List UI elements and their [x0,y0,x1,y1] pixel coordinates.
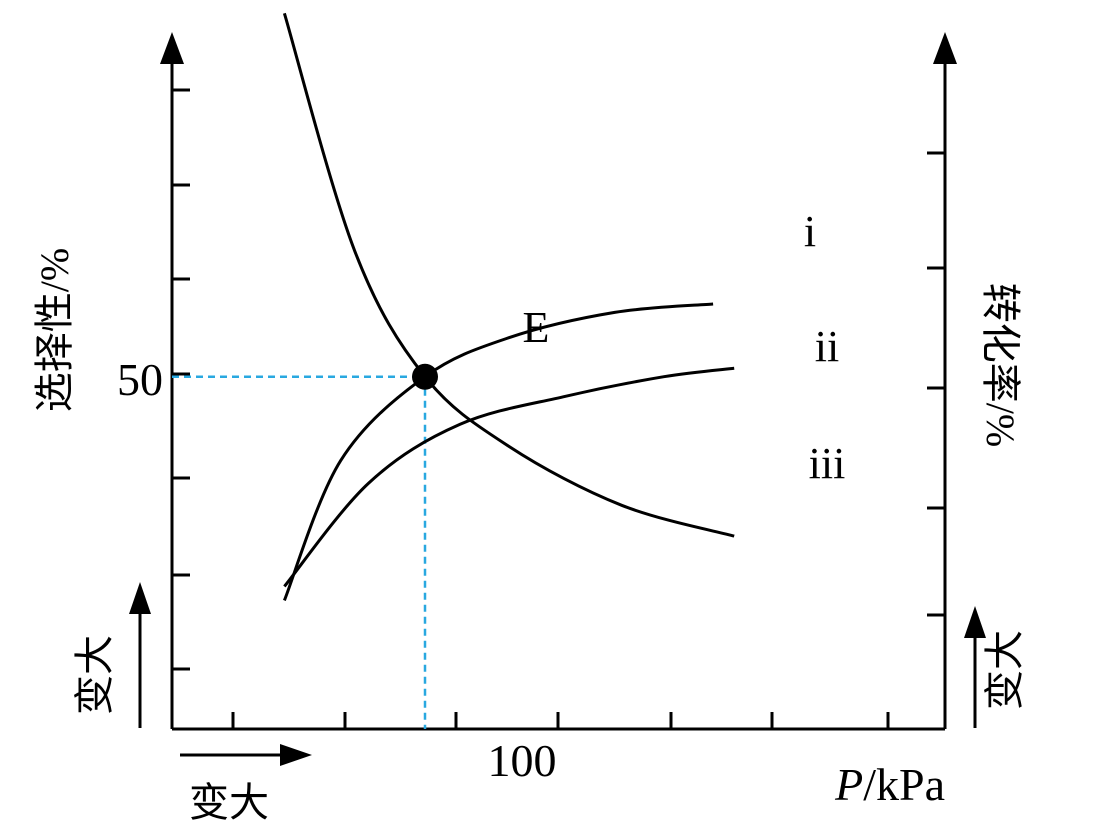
x-direction-label: 变大 [189,780,269,825]
y-left-axis-title: 选择性/% [32,248,77,412]
series-i-label: i [804,207,816,256]
series-i-line [283,302,714,601]
x-axis-label: P/kPa [834,759,945,810]
y-axis-right-arrow [933,32,957,64]
y-left-direction-arrow-head [129,582,151,614]
y-axis-left-arrow [160,32,184,64]
y-right-ticks [927,151,945,617]
x-axis-var: P [834,759,863,810]
x-direction-indicator: 变大 [180,744,312,825]
y-left-ticks [172,88,190,671]
point-e-label: E [523,303,550,352]
y-right-axis-title: 转化率/% [978,283,1023,447]
y-right-direction-indicator: 变大 [964,606,1027,728]
x-tick-label: 100 [488,735,557,786]
y-right-direction-label: 变大 [982,630,1027,710]
point-e-marker [412,363,438,390]
x-axis-unit: /kPa [863,759,945,810]
x-direction-arrow-head [280,744,312,766]
y-right-direction-arrow-head [964,606,986,638]
series-iii-label: iii [809,439,846,488]
y-left-direction-indicator: 变大 [72,582,151,728]
series-ii-label: ii [815,322,839,371]
y-left-tick-label: 50 [117,354,163,405]
x-ticks [231,712,890,729]
y-left-direction-label: 变大 [72,635,117,715]
series-iii-line [282,12,735,538]
series-ii-line [283,366,735,588]
